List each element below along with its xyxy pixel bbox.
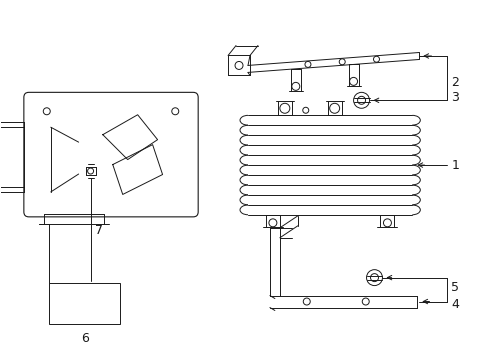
Text: 4: 4 <box>450 298 458 311</box>
Text: 3: 3 <box>450 91 458 104</box>
Text: 2: 2 <box>450 76 458 89</box>
Text: 5: 5 <box>450 281 458 294</box>
Text: 1: 1 <box>450 158 458 172</box>
Text: 6: 6 <box>81 332 88 345</box>
Text: 7: 7 <box>94 224 102 237</box>
Bar <box>49 283 120 324</box>
